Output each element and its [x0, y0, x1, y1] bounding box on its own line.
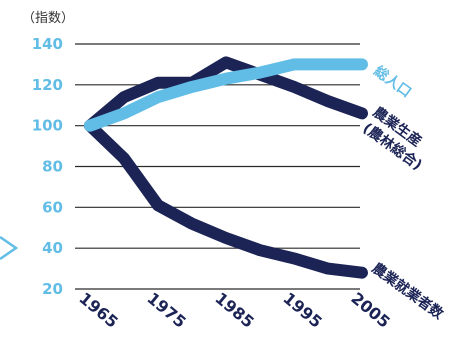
- x-tick-label: 1965: [75, 289, 121, 332]
- label-population: 総人口: [371, 62, 415, 100]
- series-lines: [84, 56, 368, 279]
- x-axis-ticks: 1965 1975 1985 1995 2005: [75, 289, 393, 332]
- y-tick-label: 100: [32, 117, 63, 135]
- y-tick-label: 140: [32, 35, 63, 53]
- x-tick-label: 1985: [211, 289, 257, 332]
- y-tick-label: 60: [42, 198, 63, 216]
- series-line-1: [84, 56, 368, 132]
- y-axis-ticks: 20 40 60 80 100 120 140: [32, 35, 63, 298]
- y-tick-label: 120: [32, 76, 63, 94]
- x-tick-label: 2005: [347, 289, 393, 332]
- y-tick-label: 80: [42, 158, 63, 176]
- y-tick-label: 40: [42, 239, 63, 257]
- series-line-2: [84, 119, 368, 279]
- x-tick-label: 1995: [279, 289, 325, 332]
- x-tick-label: 1975: [143, 289, 189, 332]
- y-tick-label: 20: [42, 280, 63, 298]
- y-unit-label: （指数）: [22, 11, 74, 26]
- series-line-0: [84, 58, 368, 132]
- decorative-arrow-icon: [0, 235, 19, 261]
